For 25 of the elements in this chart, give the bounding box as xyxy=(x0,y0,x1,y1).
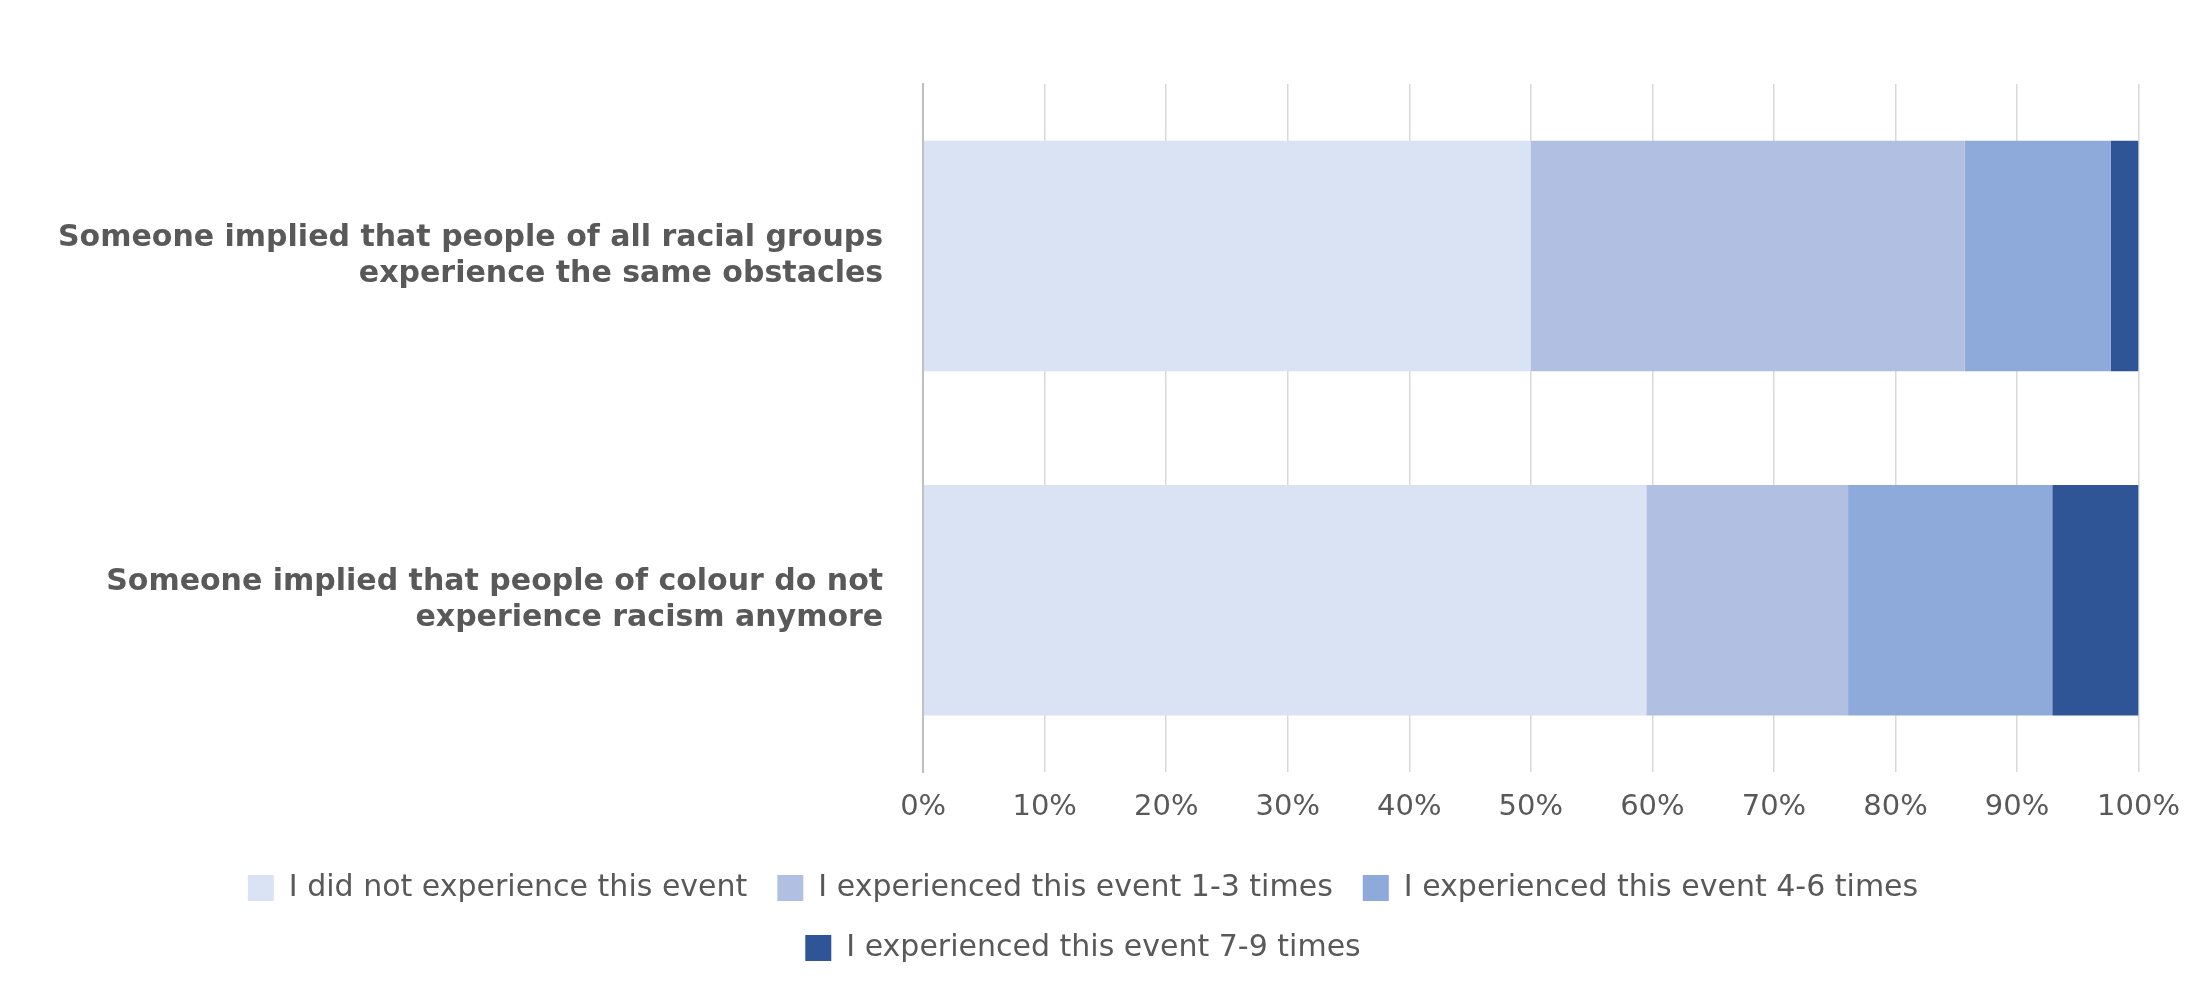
bar xyxy=(1848,484,2053,716)
bar xyxy=(1530,140,1965,372)
bar xyxy=(1964,140,2111,372)
y-tick-label: Someone implied that people of all racial groups experience the same obstacles xyxy=(57,217,884,289)
x-tick-label: 70% xyxy=(1741,788,1807,823)
x-tick-label: 40% xyxy=(1377,788,1442,823)
x-tick-label: 20% xyxy=(1133,788,1199,823)
x-tick-label: 50% xyxy=(1498,788,1564,823)
legend-label: I experienced this event 1-3 times xyxy=(818,867,1333,903)
bar xyxy=(923,140,1531,372)
x-tick-label: 10% xyxy=(1012,788,1077,823)
y-tick-label: Someone implied that people of colour do not experience racism anymore xyxy=(106,561,884,633)
bar xyxy=(2052,484,2139,716)
x-tick-label: 30% xyxy=(1255,788,1320,823)
legend-label: I experienced this event 7-9 times xyxy=(846,927,1361,963)
x-tick-label: 60% xyxy=(1620,788,1685,823)
bar xyxy=(1646,484,1849,716)
x-tick-label: 90% xyxy=(1984,788,2050,823)
x-tick-label: 0% xyxy=(900,788,947,823)
bar xyxy=(2110,140,2139,372)
legend-label: I did not experience this event xyxy=(288,867,748,903)
x-tick-label: 80% xyxy=(1863,788,1928,823)
x-tick-label: 100% xyxy=(2097,788,2181,823)
legend-label: I experienced this event 4-6 times xyxy=(1403,867,1919,903)
bar xyxy=(923,484,1647,716)
